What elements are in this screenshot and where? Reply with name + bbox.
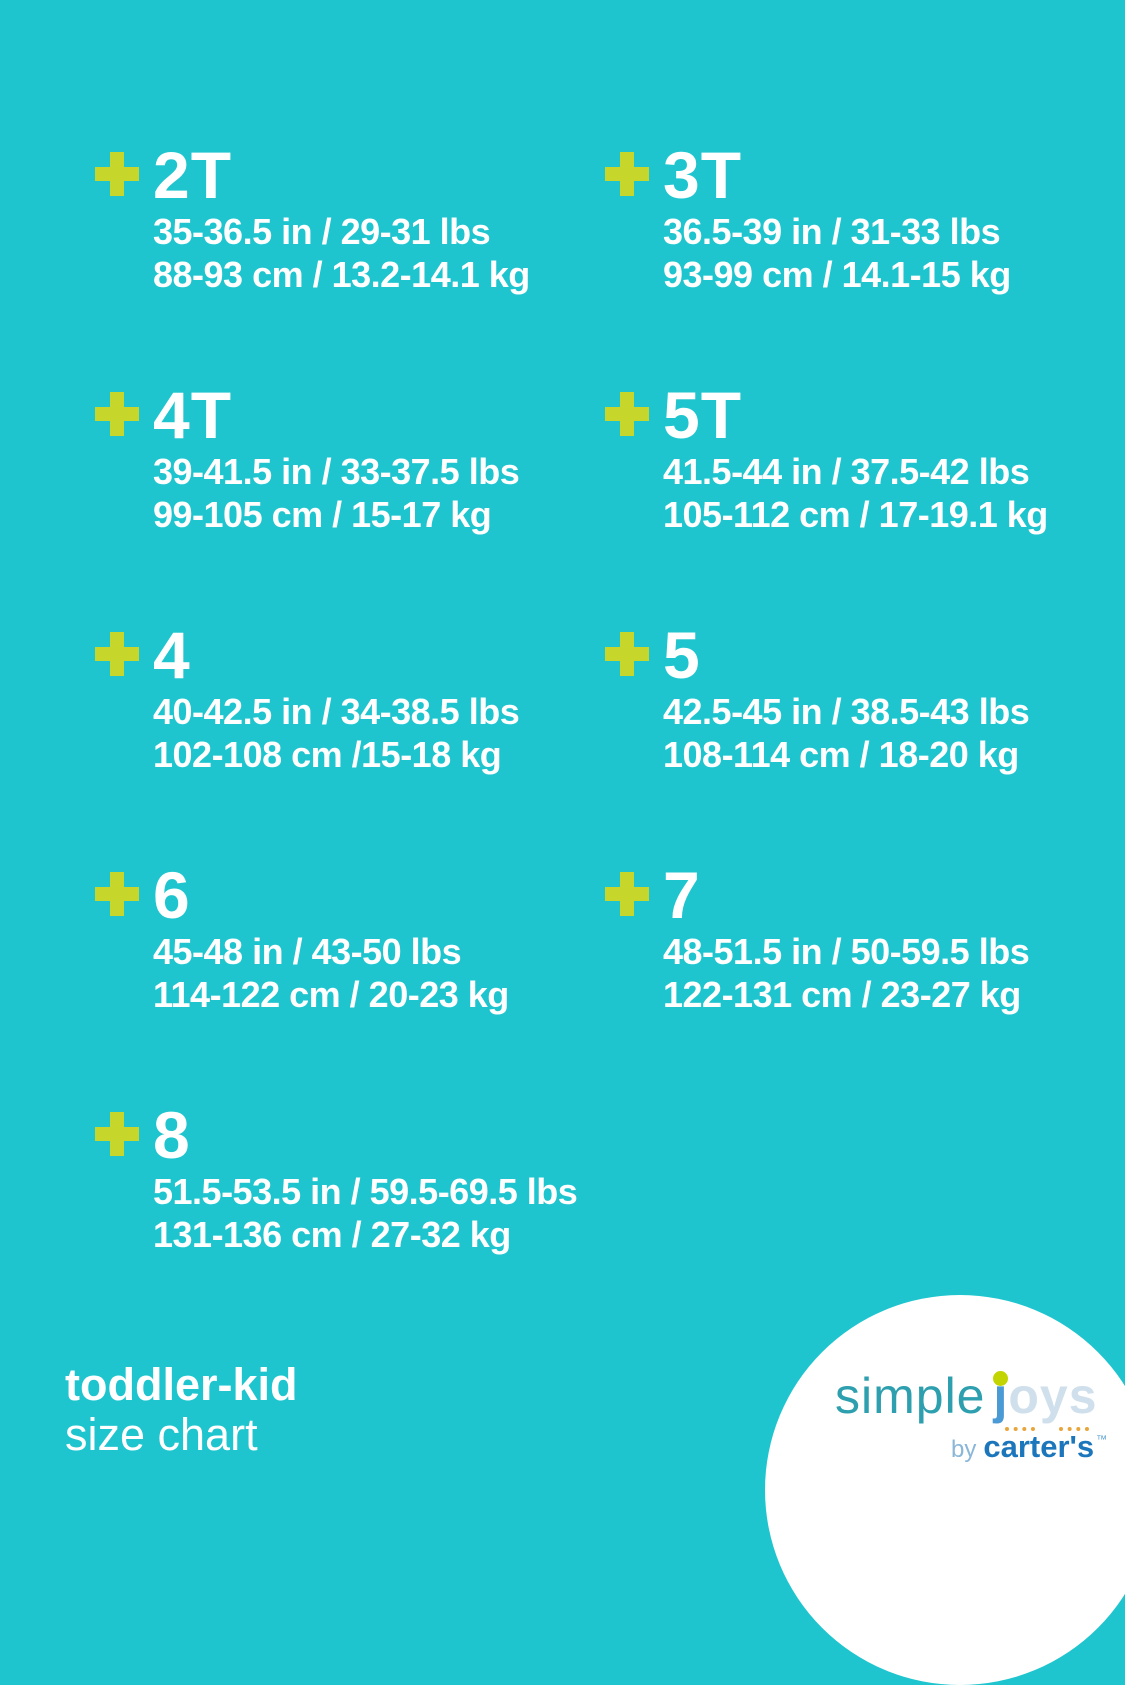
chart-title-line1: toddler-kid <box>65 1359 298 1410</box>
size-entry-header: 6 <box>95 860 615 930</box>
metric-measurements: 88-93 cm / 13.2-14.1 kg <box>153 254 530 295</box>
size-measurements: 45-48 in / 43-50 lbs 114-122 cm / 20-23 … <box>153 930 615 1016</box>
chart-title-line2: size chart <box>65 1409 258 1460</box>
dotted-underline-icon <box>1059 1427 1090 1431</box>
size-measurements: 51.5-53.5 in / 59.5-69.5 lbs 131-136 cm … <box>153 1170 615 1256</box>
metric-measurements: 122-131 cm / 23-27 kg <box>663 974 1021 1015</box>
size-measurements: 42.5-45 in / 38.5-43 lbs 108-114 cm / 18… <box>663 690 1125 776</box>
size-entry-2t: 2T 35-36.5 in / 29-31 lbs 88-93 cm / 13.… <box>95 140 615 296</box>
size-measurements: 40-42.5 in / 34-38.5 lbs 102-108 cm /15-… <box>153 690 615 776</box>
by-carters-line: by carter's ™ <box>951 1431 1107 1462</box>
imperial-measurements: 35-36.5 in / 29-31 lbs <box>153 211 491 252</box>
plus-icon <box>95 1112 139 1156</box>
size-entry-5: 5 42.5-45 in / 38.5-43 lbs 108-114 cm / … <box>605 620 1125 776</box>
size-entry-4t: 4T 39-41.5 in / 33-37.5 lbs 99-105 cm / … <box>95 380 615 536</box>
size-entry-header: 5 <box>605 620 1125 690</box>
imperial-measurements: 36.5-39 in / 31-33 lbs <box>663 211 1001 252</box>
size-entry-header: 2T <box>95 140 615 210</box>
metric-measurements: 99-105 cm / 15-17 kg <box>153 494 492 535</box>
size-entry-5t: 5T 41.5-44 in / 37.5-42 lbs 105-112 cm /… <box>605 380 1125 536</box>
chart-title: toddler-kid size chart <box>65 1360 298 1460</box>
logo-carters-text: carter's <box>983 1429 1095 1464</box>
simple-joys-logo: simple joys <box>835 1368 1098 1431</box>
imperial-measurements: 45-48 in / 43-50 lbs <box>153 931 462 972</box>
plus-icon <box>95 872 139 916</box>
dotted-underline-icon <box>1005 1427 1036 1431</box>
plus-icon <box>605 632 649 676</box>
size-label: 5T <box>663 378 743 452</box>
size-measurements: 35-36.5 in / 29-31 lbs 88-93 cm / 13.2-1… <box>153 210 615 296</box>
size-entry-4: 4 40-42.5 in / 34-38.5 lbs 102-108 cm /1… <box>95 620 615 776</box>
size-label: 7 <box>663 858 701 932</box>
logo-circle: simple joys by carter's ™ <box>765 1295 1125 1685</box>
logo-simple-text: simple <box>835 1368 986 1424</box>
size-entry-header: 3T <box>605 140 1125 210</box>
size-label: 5 <box>663 618 701 692</box>
metric-measurements: 102-108 cm /15-18 kg <box>153 734 502 775</box>
imperial-measurements: 42.5-45 in / 38.5-43 lbs <box>663 691 1030 732</box>
size-label: 2T <box>153 138 233 212</box>
size-entry-header: 4 <box>95 620 615 690</box>
plus-icon <box>95 392 139 436</box>
size-measurements: 48-51.5 in / 50-59.5 lbs 122-131 cm / 23… <box>663 930 1125 1016</box>
plus-icon <box>605 872 649 916</box>
logo-oys-letters: oys <box>1008 1368 1098 1424</box>
size-entry-header: 4T <box>95 380 615 450</box>
logo-trademark: ™ <box>1096 1434 1108 1446</box>
metric-measurements: 93-99 cm / 14.1-15 kg <box>663 254 1011 295</box>
size-measurements: 41.5-44 in / 37.5-42 lbs 105-112 cm / 17… <box>663 450 1125 536</box>
size-label: 4T <box>153 378 233 452</box>
plus-icon <box>605 152 649 196</box>
size-entry-3t: 3T 36.5-39 in / 31-33 lbs 93-99 cm / 14.… <box>605 140 1125 296</box>
logo-joys-text: joys <box>993 1368 1098 1431</box>
size-entry-header: 8 <box>95 1100 615 1170</box>
size-chart-page: { "colors": { "background": "#1ec5ce", "… <box>65 140 1125 1685</box>
metric-measurements: 131-136 cm / 27-32 kg <box>153 1214 511 1255</box>
imperial-measurements: 40-42.5 in / 34-38.5 lbs <box>153 691 520 732</box>
size-measurements: 36.5-39 in / 31-33 lbs 93-99 cm / 14.1-1… <box>663 210 1125 296</box>
imperial-measurements: 48-51.5 in / 50-59.5 lbs <box>663 931 1030 972</box>
size-label: 3T <box>663 138 743 212</box>
imperial-measurements: 41.5-44 in / 37.5-42 lbs <box>663 451 1030 492</box>
size-label: 4 <box>153 618 191 692</box>
imperial-measurements: 39-41.5 in / 33-37.5 lbs <box>153 451 520 492</box>
size-entry-7: 7 48-51.5 in / 50-59.5 lbs 122-131 cm / … <box>605 860 1125 1016</box>
size-measurements: 39-41.5 in / 33-37.5 lbs 99-105 cm / 15-… <box>153 450 615 536</box>
size-entry-6: 6 45-48 in / 43-50 lbs 114-122 cm / 20-2… <box>95 860 615 1016</box>
plus-icon <box>605 392 649 436</box>
plus-icon <box>95 632 139 676</box>
metric-measurements: 108-114 cm / 18-20 kg <box>663 734 1019 775</box>
size-entry-header: 5T <box>605 380 1125 450</box>
j-dot-icon <box>993 1371 1009 1386</box>
imperial-measurements: 51.5-53.5 in / 59.5-69.5 lbs <box>153 1171 578 1212</box>
metric-measurements: 105-112 cm / 17-19.1 kg <box>663 494 1048 535</box>
size-label: 6 <box>153 858 191 932</box>
metric-measurements: 114-122 cm / 20-23 kg <box>153 974 509 1015</box>
plus-icon <box>95 152 139 196</box>
size-entry-8: 8 51.5-53.5 in / 59.5-69.5 lbs 131-136 c… <box>95 1100 615 1256</box>
size-entry-header: 7 <box>605 860 1125 930</box>
logo-by-text: by <box>951 1436 977 1463</box>
size-label: 8 <box>153 1098 191 1172</box>
